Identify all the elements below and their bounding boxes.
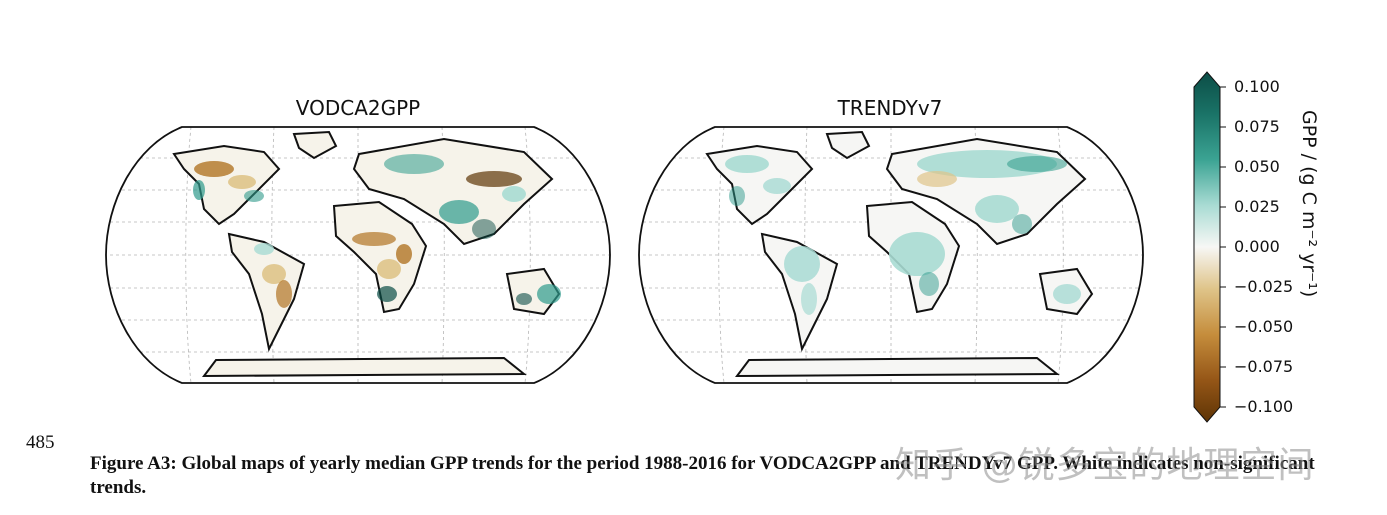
map-outline [105,126,611,384]
colorbar-tick: 0.075 [1234,117,1280,136]
figure-caption: Figure A3: Global maps of yearly median … [90,453,1315,498]
gpp-trend-patches [725,150,1081,315]
colorbar [1193,71,1226,423]
graticule [639,127,1143,383]
map-title-trendyv7: TRENDYv7 [837,96,943,120]
colorbar-tick: −0.100 [1234,397,1294,416]
graticule [106,127,610,383]
page-number: 485 [26,432,55,453]
colorbar-tick: 0.050 [1234,157,1280,176]
colorbar-tick: −0.050 [1234,317,1294,336]
map-outline [638,126,1144,384]
map-trendyv7 [638,126,1144,384]
colorbar-tick: 0.100 [1234,77,1280,96]
watermark: 知乎 @锐多宝的地理空间 [895,445,1315,486]
colorbar-label: GPP / (g C m⁻² yr⁻¹) [1298,110,1320,298]
colorbar-tick: −0.025 [1234,277,1294,296]
gpp-trend-patches [193,154,561,308]
colorbar-tick: −0.075 [1234,357,1294,376]
colorbar-tick: 0.025 [1234,197,1280,216]
map-title-vodca2gpp: VODCA2GPP [295,96,421,120]
colorbar-tick: 0.000 [1234,237,1280,256]
map-vodca2gpp [105,126,611,384]
